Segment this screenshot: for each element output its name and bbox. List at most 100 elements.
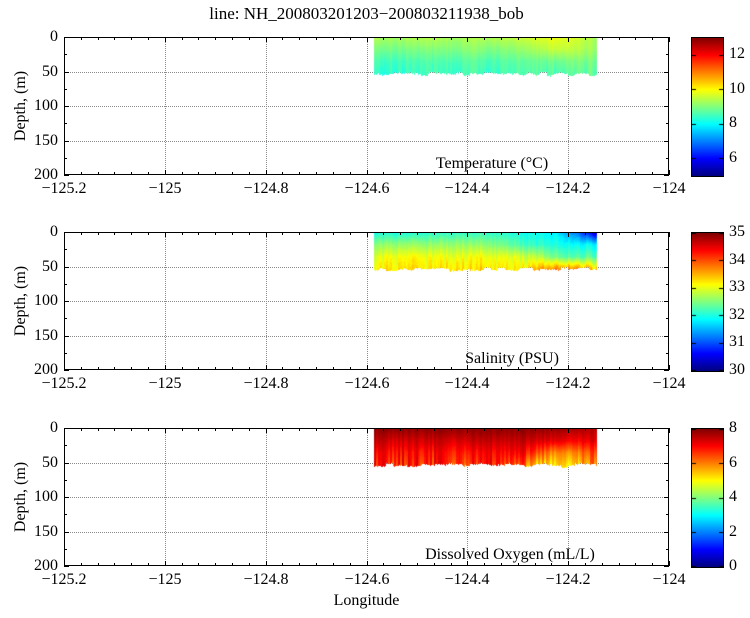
tick-mark (148, 428, 149, 431)
tick-mark (501, 367, 502, 370)
tick-mark (551, 37, 552, 40)
tick-mark (484, 172, 485, 175)
tick-mark (299, 428, 300, 431)
figure-title: line: NH_200803201203−200803211938_bob (209, 4, 524, 23)
heatmap-salinity (64, 232, 669, 370)
tick-mark (350, 367, 351, 370)
tick-mark (400, 232, 401, 235)
tick-mark (535, 367, 536, 370)
tick-mark (64, 353, 67, 354)
tick-mark (664, 370, 669, 371)
tick-mark (669, 428, 670, 433)
tick-mark (215, 37, 216, 40)
tick-mark (383, 428, 384, 431)
tick-mark (316, 37, 317, 40)
tick-mark (64, 370, 69, 371)
tick-mark (666, 123, 669, 124)
tick-mark (518, 232, 519, 235)
y-tick-label: 100 (34, 292, 58, 309)
tick-mark (114, 172, 115, 175)
tick-mark (232, 367, 233, 370)
tick-mark (467, 365, 468, 370)
tick-mark (131, 232, 132, 235)
tick-mark (451, 37, 452, 40)
tick-mark (666, 318, 669, 319)
tick-mark (666, 284, 669, 285)
tick-mark (635, 37, 636, 40)
tick-mark (400, 563, 401, 566)
tick-mark (652, 367, 653, 370)
tick-mark (551, 563, 552, 566)
tick-mark (64, 175, 69, 176)
tick-mark (98, 428, 99, 431)
tick-mark (619, 563, 620, 566)
tick-mark (417, 367, 418, 370)
tick-mark (635, 232, 636, 235)
tick-mark (400, 37, 401, 40)
tick-mark (664, 301, 669, 302)
tick-mark (367, 561, 368, 566)
tick-mark (619, 232, 620, 235)
tick-mark (114, 37, 115, 40)
tick-mark (64, 549, 67, 550)
tick-mark (664, 267, 669, 268)
x-tick-label: −125 (148, 571, 182, 588)
tick-mark (669, 37, 670, 42)
tick-mark (383, 367, 384, 370)
tick-mark (215, 367, 216, 370)
tick-mark (535, 428, 536, 431)
tick-mark (666, 514, 669, 515)
colorbar-tick-label: 30 (729, 361, 745, 378)
tick-mark (249, 172, 250, 175)
tick-mark (518, 172, 519, 175)
colorbar-tick-label: 33 (729, 278, 745, 295)
tick-mark (114, 232, 115, 235)
colorbar-tick-label: 12 (729, 45, 745, 62)
tick-mark (664, 141, 669, 142)
tick-mark (64, 428, 69, 429)
tick-mark (417, 563, 418, 566)
tick-mark (232, 37, 233, 40)
tick-mark (165, 232, 166, 237)
tick-mark (98, 232, 99, 235)
panel-label-salinity: Salinity (PSU) (465, 350, 559, 367)
y-tick-label: 0 (50, 419, 58, 436)
tick-mark (131, 37, 132, 40)
tick-mark (64, 480, 67, 481)
tick-mark (215, 563, 216, 566)
tick-mark (501, 37, 502, 40)
tick-mark (282, 37, 283, 40)
tick-mark (666, 480, 669, 481)
tick-mark (568, 37, 569, 42)
tick-mark (568, 232, 569, 237)
x-tick-label: −124 (652, 571, 686, 588)
tick-mark (666, 249, 669, 250)
y-tick-label: 200 (34, 361, 58, 378)
tick-mark (400, 172, 401, 175)
tick-mark (64, 497, 69, 498)
x-axis-label: Longitude (333, 592, 400, 609)
tick-mark (333, 563, 334, 566)
tick-mark (451, 232, 452, 235)
tick-mark (316, 563, 317, 566)
tick-mark (484, 232, 485, 235)
tick-mark (669, 170, 670, 175)
tick-mark (367, 428, 368, 433)
tick-mark (81, 563, 82, 566)
tick-mark (417, 37, 418, 40)
tick-mark (182, 172, 183, 175)
tick-mark (635, 367, 636, 370)
y-tick-label: 150 (34, 523, 58, 540)
tick-mark (182, 232, 183, 235)
heatmap-oxygen (64, 428, 669, 566)
tick-mark (198, 172, 199, 175)
colorbar-tick-label: 35 (729, 223, 745, 240)
tick-mark (316, 428, 317, 431)
tick-mark (551, 232, 552, 235)
tick-mark (467, 561, 468, 566)
colorbar-tick-label: 34 (729, 251, 745, 268)
tick-mark (114, 367, 115, 370)
tick-mark (535, 563, 536, 566)
x-tick-label: −124.2 (545, 571, 591, 588)
tick-mark (148, 172, 149, 175)
